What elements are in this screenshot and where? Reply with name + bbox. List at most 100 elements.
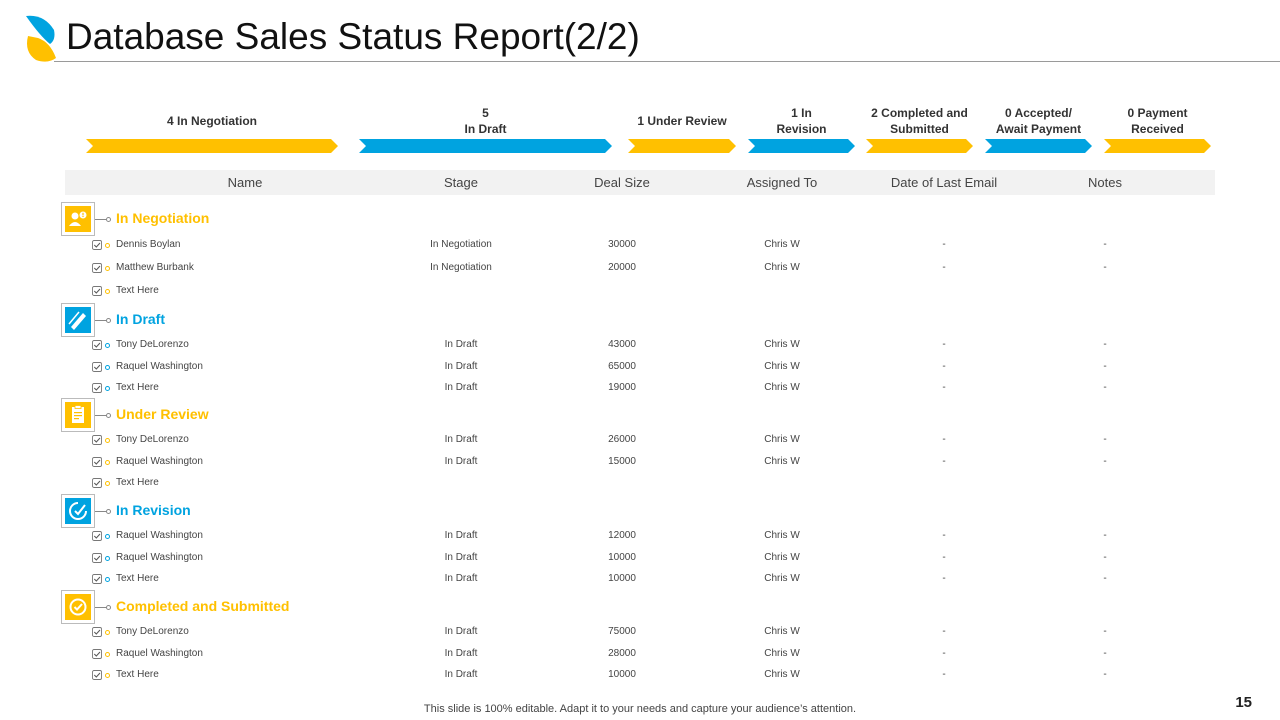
column-header: Date of Last Email bbox=[890, 175, 998, 190]
row-bullet bbox=[105, 629, 110, 635]
section-connector bbox=[95, 511, 107, 512]
checkbox-icon[interactable] bbox=[92, 240, 102, 250]
table-cell-notes: - bbox=[1103, 456, 1107, 467]
table-cell-notes: - bbox=[1103, 648, 1107, 659]
table-cell-notes: - bbox=[1103, 552, 1107, 563]
row-bullet bbox=[105, 385, 110, 391]
table-cell-email: - bbox=[942, 552, 946, 563]
table-cell-name: Raquel Washington bbox=[116, 361, 203, 372]
row-bullet bbox=[105, 480, 110, 486]
table-cell-stage: In Draft bbox=[444, 669, 478, 680]
table-cell-assigned: Chris W bbox=[764, 361, 800, 372]
column-header: Stage bbox=[444, 175, 478, 190]
table-cell-email: - bbox=[942, 339, 946, 350]
table-cell-stage: In Draft bbox=[444, 434, 478, 445]
checkbox-icon[interactable] bbox=[92, 670, 102, 680]
table-cell-deal: 10000 bbox=[608, 573, 636, 584]
table-cell-assigned: Chris W bbox=[764, 339, 800, 350]
stage-chevron bbox=[359, 139, 612, 153]
checkbox-icon[interactable] bbox=[92, 457, 102, 467]
table-cell-notes: - bbox=[1103, 262, 1107, 273]
table-cell-name: Raquel Washington bbox=[116, 648, 203, 659]
table-cell-stage: In Draft bbox=[444, 573, 478, 584]
checkbox-icon[interactable] bbox=[92, 574, 102, 584]
stage-label: 1 In Revision bbox=[743, 104, 860, 138]
stage-chevron bbox=[985, 139, 1092, 153]
row-bullet bbox=[105, 459, 110, 465]
table-cell-notes: - bbox=[1103, 626, 1107, 637]
stage-label: 5 In Draft bbox=[354, 104, 617, 138]
table-cell-deal: 65000 bbox=[608, 361, 636, 372]
table-cell-stage: In Negotiation bbox=[430, 239, 492, 250]
stage-chevron bbox=[866, 139, 973, 153]
table-cell-name: Tony DeLorenzo bbox=[116, 434, 189, 445]
table-header bbox=[65, 170, 1215, 195]
stage-chevron bbox=[86, 139, 338, 153]
checkbox-icon[interactable] bbox=[92, 553, 102, 563]
stage-label: 1 Under Review bbox=[623, 104, 741, 138]
table-cell-email: - bbox=[942, 382, 946, 393]
table-cell-name: Text Here bbox=[116, 477, 159, 488]
section-title: In Draft bbox=[116, 311, 165, 327]
stage-label-text: 0 Accepted/ Await Payment bbox=[995, 106, 1082, 136]
section-connector-dot bbox=[106, 605, 111, 610]
section-connector-dot bbox=[106, 318, 111, 323]
table-cell-email: - bbox=[942, 648, 946, 659]
table-cell-deal: 30000 bbox=[608, 239, 636, 250]
column-header: Assigned To bbox=[746, 175, 818, 190]
table-cell-deal: 28000 bbox=[608, 648, 636, 659]
table-cell-stage: In Draft bbox=[444, 530, 478, 541]
row-bullet bbox=[105, 576, 110, 582]
table-cell-name: Tony DeLorenzo bbox=[116, 339, 189, 350]
stage-label: 2 Completed and Submitted bbox=[861, 104, 978, 138]
table-cell-email: - bbox=[942, 530, 946, 541]
table-cell-stage: In Negotiation bbox=[430, 262, 492, 273]
clipboard-icon bbox=[61, 398, 95, 432]
table-cell-notes: - bbox=[1103, 339, 1107, 350]
brand-logo bbox=[26, 15, 56, 62]
checkbox-icon[interactable] bbox=[92, 286, 102, 296]
table-cell-email: - bbox=[942, 361, 946, 372]
table-cell-deal: 10000 bbox=[608, 552, 636, 563]
stage-chevron bbox=[1104, 139, 1211, 153]
section-title: Completed and Submitted bbox=[116, 598, 290, 614]
checkbox-icon[interactable] bbox=[92, 531, 102, 541]
table-cell-assigned: Chris W bbox=[764, 456, 800, 467]
section-connector-dot bbox=[106, 509, 111, 514]
table-cell-name: Raquel Washington bbox=[116, 530, 203, 541]
column-header: Notes bbox=[1088, 175, 1122, 190]
table-cell-notes: - bbox=[1103, 573, 1107, 584]
stage-chevron bbox=[748, 139, 855, 153]
section-connector bbox=[95, 415, 107, 416]
checkbox-icon[interactable] bbox=[92, 435, 102, 445]
checkbox-icon[interactable] bbox=[92, 478, 102, 488]
table-cell-assigned: Chris W bbox=[764, 530, 800, 541]
row-bullet bbox=[105, 364, 110, 370]
table-cell-assigned: Chris W bbox=[764, 434, 800, 445]
table-cell-assigned: Chris W bbox=[764, 648, 800, 659]
section-connector bbox=[95, 607, 107, 608]
stage-chevron bbox=[628, 139, 736, 153]
checkbox-icon[interactable] bbox=[92, 649, 102, 659]
checkbox-icon[interactable] bbox=[92, 627, 102, 637]
table-cell-stage: In Draft bbox=[444, 339, 478, 350]
column-header: Name bbox=[227, 175, 263, 190]
checkbox-icon[interactable] bbox=[92, 340, 102, 350]
table-cell-notes: - bbox=[1103, 669, 1107, 680]
table-cell-deal: 12000 bbox=[608, 530, 636, 541]
table-cell-email: - bbox=[942, 434, 946, 445]
checkbox-icon[interactable] bbox=[92, 383, 102, 393]
table-cell-stage: In Draft bbox=[444, 626, 478, 637]
table-cell-notes: - bbox=[1103, 361, 1107, 372]
stage-label: 0 Payment Received bbox=[1099, 104, 1216, 138]
table-cell-deal: 26000 bbox=[608, 434, 636, 445]
table-cell-assigned: Chris W bbox=[764, 669, 800, 680]
table-cell-name: Raquel Washington bbox=[116, 456, 203, 467]
table-cell-email: - bbox=[942, 626, 946, 637]
checkbox-icon[interactable] bbox=[92, 362, 102, 372]
stage-label-text: 4 In Negotiation bbox=[167, 114, 257, 128]
checkbox-icon[interactable] bbox=[92, 263, 102, 273]
stage-label-text: 0 Payment Received bbox=[1127, 106, 1188, 136]
table-cell-email: - bbox=[942, 456, 946, 467]
table-cell-deal: 19000 bbox=[608, 382, 636, 393]
